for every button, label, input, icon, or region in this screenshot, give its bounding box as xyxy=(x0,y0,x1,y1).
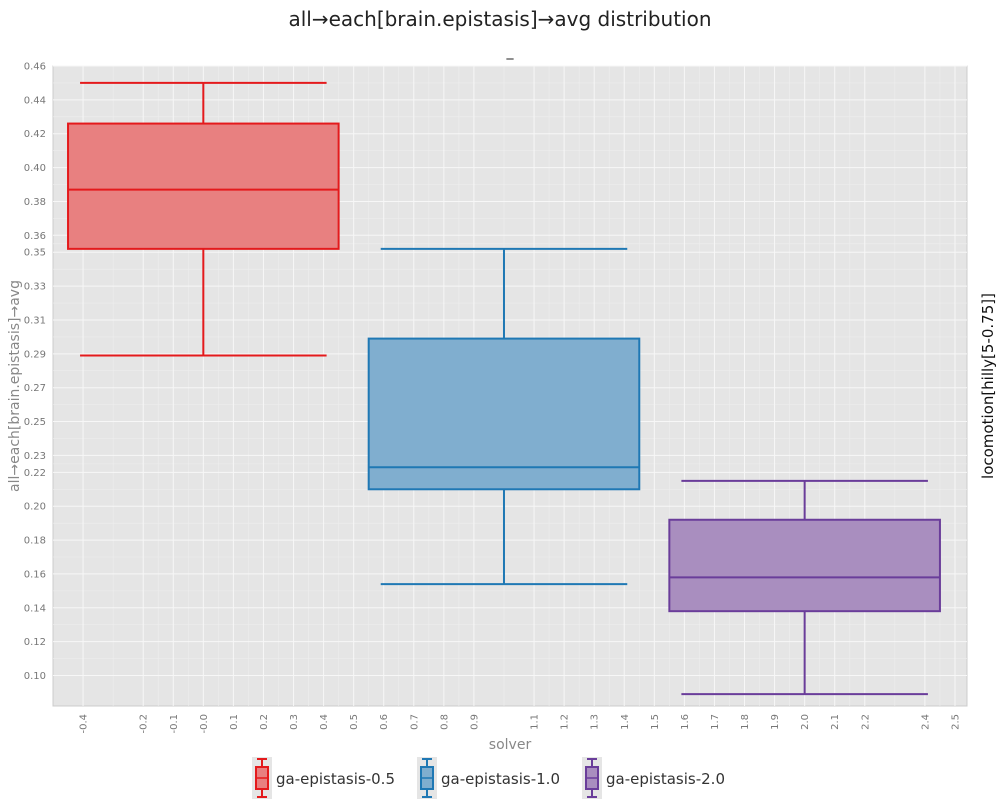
y-tick-label: 0.42 xyxy=(24,129,46,140)
y-tick-label: 0.29 xyxy=(24,349,46,360)
x-tick-label: -0.0 xyxy=(199,714,210,734)
x-tick-label: 1.5 xyxy=(650,714,661,730)
y-tick-label: 0.23 xyxy=(24,451,46,462)
x-tick-label: 0.9 xyxy=(469,714,480,730)
y-tick-label: 0.22 xyxy=(24,468,46,479)
x-tick-label: 0.6 xyxy=(379,714,390,730)
x-tick-label: 0.3 xyxy=(289,714,300,730)
x-tick-label: 2.4 xyxy=(920,714,931,730)
y-tick-label: 0.31 xyxy=(24,315,46,326)
legend-item: ga-epistasis-2.0 xyxy=(582,757,725,799)
x-tick-label: 1.1 xyxy=(530,714,541,730)
box-ga-epistasis-1.0 xyxy=(367,247,641,586)
y-tick-label: 0.10 xyxy=(24,671,46,682)
y-tick-label: 0.44 xyxy=(24,95,46,106)
x-tick-label: -0.2 xyxy=(139,714,150,734)
chart-title: all→each[brain.epistasis]→avg distributi… xyxy=(288,7,711,31)
y-tick-label: 0.27 xyxy=(24,383,46,394)
x-tick-label: 0.5 xyxy=(349,714,360,730)
box-plots xyxy=(67,81,941,696)
x-tick-label: -0.4 xyxy=(79,714,90,734)
x-tick-label: 0.7 xyxy=(409,714,420,730)
x-tick-label: 1.8 xyxy=(740,714,751,730)
y-tick-label: 0.14 xyxy=(24,603,46,614)
y-tick-label: 0.18 xyxy=(24,536,46,547)
x-tick-label: 2.2 xyxy=(860,714,871,730)
y-tick-label: 0.40 xyxy=(24,163,46,174)
x-tick-label: 0.2 xyxy=(259,714,270,730)
box-ga-epistasis-2.0 xyxy=(668,479,941,696)
y-tick-label: 0.16 xyxy=(24,569,46,580)
y-tick-label: 0.20 xyxy=(24,502,46,513)
x-tick-label: 1.3 xyxy=(590,714,601,730)
facet-label: locomotion[hilly[5-0.75]] xyxy=(979,293,997,479)
y-tick-label: 0.38 xyxy=(24,197,46,208)
y-tick-label: 0.25 xyxy=(24,417,46,428)
box-iqr xyxy=(367,337,641,491)
y-tick-label: 0.12 xyxy=(24,637,46,648)
x-axis-label: solver xyxy=(489,737,532,753)
x-tick-label: 1.4 xyxy=(620,714,631,730)
y-tick-label: 0.35 xyxy=(24,248,46,259)
x-tick-label: 1.7 xyxy=(710,714,721,730)
x-tick-label: 2.1 xyxy=(830,714,841,730)
box-ga-epistasis-0.5 xyxy=(67,81,340,357)
x-tick-label: 1.9 xyxy=(770,714,781,730)
y-axis-label: all→each[brain.epistasis]→avg xyxy=(7,280,23,492)
y-axis-ticks: 0.10 0.12 0.14 0.16 0.18 0.20 0.22 0.23 0.25 0.27… xyxy=(24,62,46,683)
x-tick-label: 2.5 xyxy=(950,714,961,730)
y-tick-label: 0.36 xyxy=(24,231,46,242)
box-iqr xyxy=(67,122,340,250)
y-tick-label: 0.46 xyxy=(24,62,46,73)
legend-item: ga-epistasis-1.0 xyxy=(417,757,560,799)
x-tick-label: 1.2 xyxy=(560,714,571,730)
x-axis-ticks: -0.4 -0.2 -0.1 -0.0 0.1 0.2 0.3 0.4 0.5 0.6 0.7 0.8… xyxy=(79,714,962,734)
chart-subtitle: _ xyxy=(506,44,515,60)
legend: ga-epistasis-0.5 ga-epistasis-1.0 ga-epist… xyxy=(252,757,725,799)
legend-label: ga-epistasis-1.0 xyxy=(441,770,560,788)
x-tick-label: -0.1 xyxy=(169,714,180,734)
x-tick-label: 0.4 xyxy=(319,714,330,730)
x-tick-label: 0.1 xyxy=(229,714,240,730)
x-tick-label: 0.8 xyxy=(439,714,450,730)
y-tick-label: 0.33 xyxy=(24,282,46,293)
x-tick-label: 1.6 xyxy=(680,714,691,730)
box-iqr xyxy=(668,518,941,613)
x-tick-label: 2.0 xyxy=(800,714,811,730)
legend-label: ga-epistasis-0.5 xyxy=(276,770,395,788)
legend-label: ga-epistasis-2.0 xyxy=(606,770,725,788)
legend-item: ga-epistasis-0.5 xyxy=(252,757,395,799)
